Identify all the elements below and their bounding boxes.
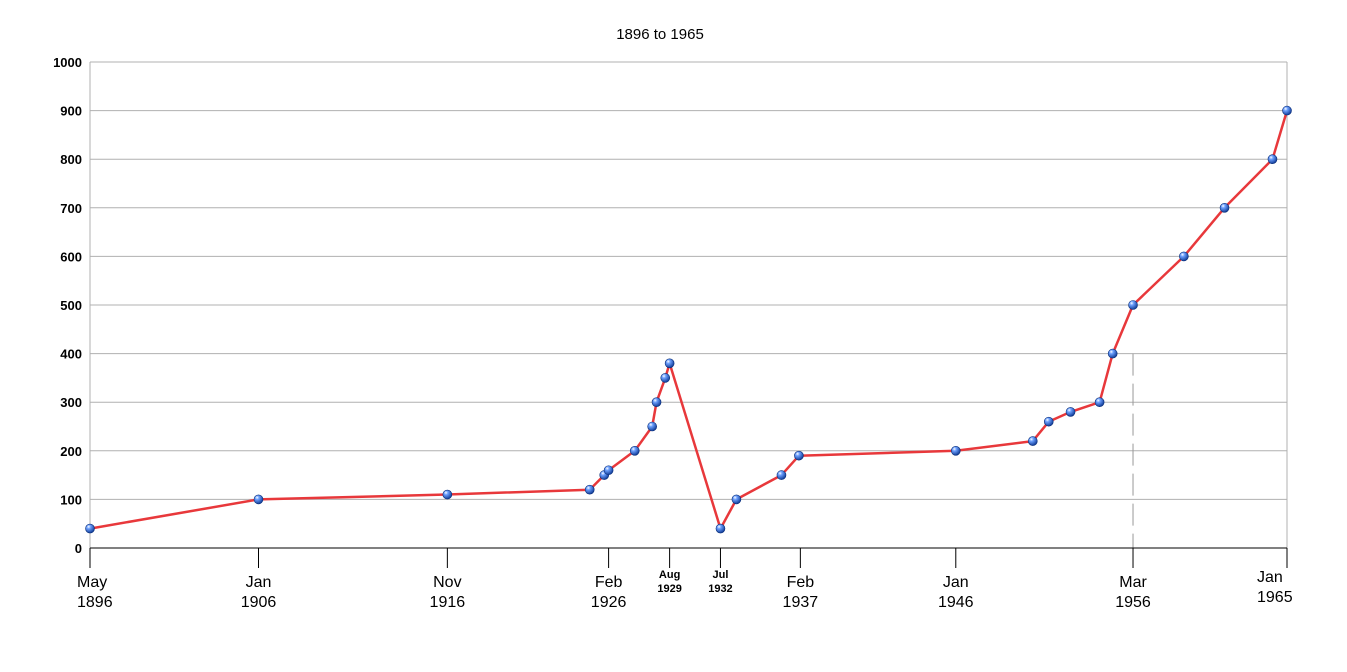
x-tick-label-month: Jan	[1257, 569, 1283, 586]
x-tick-label-year: 1906	[241, 594, 277, 611]
x-tick-label-year: 1956	[1115, 594, 1151, 611]
data-point	[584, 484, 595, 495]
data-point	[715, 523, 726, 534]
data-point	[664, 358, 675, 369]
data-point	[1179, 251, 1189, 262]
x-tick-labels: May 1896 Jan 1906 Nov 1916 Feb 1926 Aug 1929 Jul 19…	[77, 569, 1293, 611]
x-tick-label-month: Jan	[246, 574, 272, 591]
data-point	[950, 445, 961, 456]
data-point	[651, 397, 662, 408]
data-point	[731, 494, 742, 505]
y-tick-label: 700	[60, 201, 82, 216]
data-point	[629, 445, 640, 456]
y-tick-labels: 0 100 200 300 400 500 600 700 800 900 1000	[53, 55, 82, 556]
series-markers	[85, 105, 1292, 534]
x-tick-label-month: Jul	[713, 569, 729, 581]
x-tick-label-month: Nov	[433, 574, 461, 591]
x-tick-label-month: Feb	[787, 574, 815, 591]
axes	[89, 62, 1288, 568]
data-point	[603, 465, 614, 476]
x-tick-label-month: Aug	[659, 569, 680, 581]
data-point	[1267, 154, 1278, 164]
x-tick-label-year: 1926	[591, 594, 627, 611]
data-point	[776, 470, 787, 480]
data-point	[1107, 348, 1118, 359]
x-tick-label-year: 1932	[708, 583, 732, 595]
x-tick-label-year: 1896	[77, 594, 113, 611]
y-tick-label: 200	[60, 444, 82, 459]
data-point	[794, 450, 804, 461]
chart-title: 1896 to 1965	[616, 26, 704, 43]
x-tick-label-year: 1929	[657, 583, 681, 595]
data-point	[1282, 105, 1292, 116]
y-tick-label: 400	[60, 347, 82, 362]
series-line	[89, 110, 1289, 530]
y-tick-label: 300	[60, 395, 82, 410]
data-point	[85, 523, 95, 534]
data-point	[1219, 203, 1230, 213]
x-tick-label-year: 1916	[430, 594, 466, 611]
y-tick-label: 100	[60, 492, 82, 507]
y-tick-label: 900	[60, 104, 82, 119]
x-tick-label-month: Jan	[943, 574, 969, 591]
x-tick-label-month: May	[77, 574, 107, 591]
y-tick-label: 1000	[53, 55, 82, 70]
x-tick-label-month: Feb	[595, 574, 623, 591]
data-point	[1128, 300, 1138, 310]
data-point	[1027, 436, 1038, 446]
data-point	[253, 494, 264, 505]
data-point	[660, 373, 671, 383]
series-line-path	[89, 110, 1289, 530]
data-point	[1094, 397, 1105, 408]
y-tick-label: 0	[75, 541, 82, 556]
y-tick-label: 600	[60, 249, 82, 264]
x-tick-label-year: 1946	[938, 594, 974, 611]
y-tick-label: 800	[60, 152, 82, 167]
data-point	[1065, 407, 1076, 417]
gridlines	[90, 61, 1287, 500]
x-tick-label-month: Mar	[1119, 574, 1147, 591]
data-point	[1043, 416, 1054, 427]
y-tick-label: 500	[60, 298, 82, 313]
data-point	[647, 421, 657, 432]
x-tick-label-year: 1937	[783, 594, 819, 611]
x-tick-label-year: 1965	[1257, 589, 1293, 606]
data-point	[442, 489, 453, 500]
